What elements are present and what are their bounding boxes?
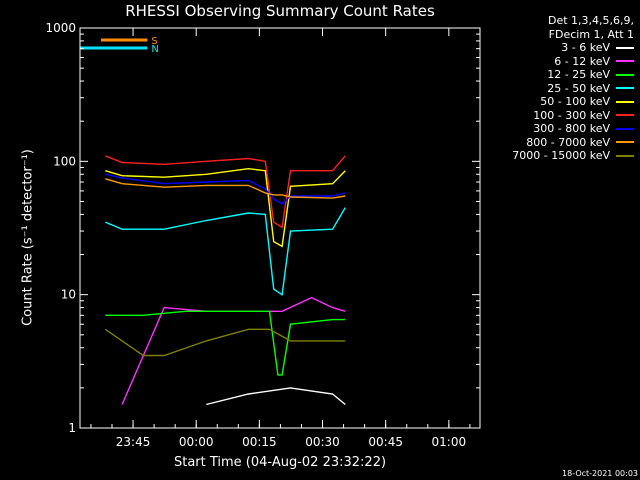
legend-item-0: 3 - 6 keV (512, 41, 634, 55)
x-tick-label: 23:45 (116, 435, 151, 449)
x-tick-label: 00:00 (179, 435, 214, 449)
flags-layer: SN (80, 36, 159, 55)
series-line-3 (105, 207, 346, 296)
legend-swatch (616, 87, 634, 90)
legend-item-4: 50 - 100 keV (512, 95, 634, 109)
series-line-6 (105, 173, 346, 205)
series-layer (104, 155, 346, 406)
legend-item-1: 6 - 12 keV (512, 55, 634, 69)
y-tick-label: 1000 (45, 21, 76, 35)
y-tick-label: 100 (53, 154, 76, 168)
y-tick-label: 1 (68, 421, 76, 435)
ticks-layer (80, 28, 480, 429)
x-tick-label: 01:00 (432, 435, 467, 449)
x-tick-label: 00:30 (305, 435, 340, 449)
legend-label: 50 - 100 keV (540, 95, 610, 108)
chart-title: RHESSI Observing Summary Count Rates (125, 2, 435, 20)
legend-swatch (616, 141, 634, 144)
flag-label-N: N (151, 44, 158, 55)
tick-labels-layer: 1 10 100 1000 23:45 00:00 00:15 00:30 00:45 01:00 (45, 21, 466, 449)
y-tick-label: 10 (61, 288, 76, 302)
legend-swatch (616, 60, 634, 63)
x-tick-label: 00:15 (242, 435, 277, 449)
y-axis-label: Count Rate (s⁻¹ detector⁻¹) (20, 149, 36, 326)
legend-swatch (616, 154, 634, 157)
legend-label: 800 - 7000 keV (526, 135, 610, 149)
legend-header-1: Det 1,3,4,5,6,9, (547, 14, 634, 27)
legend-rows: 3 - 6 keV 6 - 12 keV 12 - 25 keV 25 - 50 ke… (512, 41, 634, 163)
plot-frame (79, 27, 481, 429)
series-line-4 (105, 167, 346, 248)
legend-item-2: 12 - 25 keV (512, 68, 634, 82)
legend-item-6: 300 - 800 keV (512, 122, 634, 136)
legend-swatch (616, 114, 634, 117)
legend-item-5: 100 - 300 keV (512, 109, 634, 123)
series-line-2 (105, 310, 346, 376)
legend-label: 12 - 25 keV (547, 68, 610, 81)
timestamp: 18-Oct-2021 00:03 (562, 469, 638, 478)
legend-item-7: 800 - 7000 keV (512, 136, 634, 150)
legend-swatch (616, 100, 634, 103)
legend-item-3: 25 - 50 keV (512, 82, 634, 96)
x-tick-label: 00:45 (368, 435, 403, 449)
legend-swatch (616, 73, 634, 76)
series-line-0 (206, 387, 346, 406)
legend-label: 25 - 50 keV (547, 81, 610, 95)
legend-label: 100 - 300 keV (533, 108, 610, 122)
legend-label: 3 - 6 keV (561, 41, 610, 54)
flag-label-S: S (151, 36, 157, 47)
legend-label: 300 - 800 keV (533, 122, 610, 135)
series-line-5 (105, 155, 346, 229)
legend-header-2: FDecim 1, Att 1 (548, 27, 634, 41)
legend-label: 6 - 12 keV (554, 54, 610, 68)
series-line-7 (105, 178, 346, 199)
legend: Det 1,3,4,5,6,9, FDecim 1, Att 1 3 - 6 k… (512, 14, 634, 163)
x-axis-label: Start Time (04-Aug-02 23:32:22) (173, 455, 387, 470)
legend-swatch (616, 127, 634, 130)
series-line-8 (104, 328, 346, 357)
legend-swatch (616, 46, 634, 49)
legend-item-8: 7000 - 15000 keV (512, 149, 634, 163)
legend-label: 7000 - 15000 keV (512, 149, 610, 162)
